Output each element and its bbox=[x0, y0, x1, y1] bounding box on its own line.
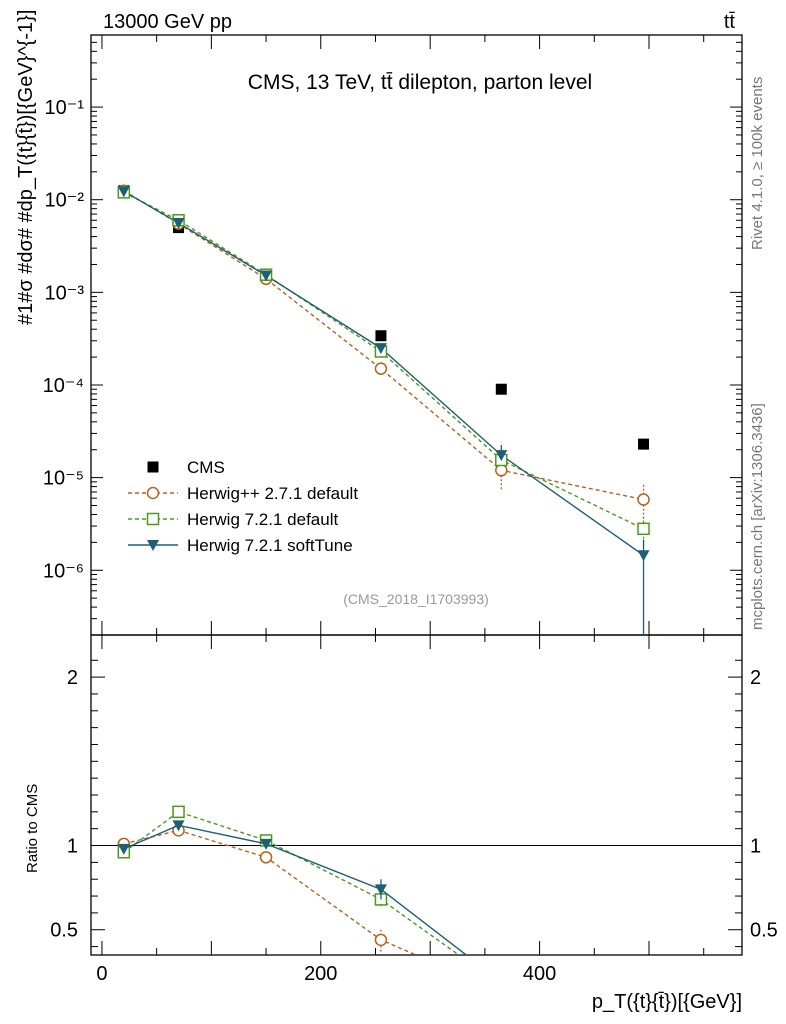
data-point bbox=[374, 343, 387, 355]
ratio-x-tick-label: 200 bbox=[304, 963, 337, 985]
ratio-point bbox=[496, 987, 507, 998]
ratio-line-Herwig 7.2.1 default bbox=[123, 811, 461, 955]
main-y-tick-label: 10⁻⁶ bbox=[43, 560, 84, 582]
series-line-Herwig 7.2.1 default bbox=[123, 191, 644, 530]
main-y-tick-label: 10⁻⁵ bbox=[43, 468, 84, 490]
rivet-version-label: Rivet 4.1.0, ≥ 100k events bbox=[749, 77, 766, 250]
plot-title: CMS, 13 TeV, tt̄ dilepton, parton level bbox=[248, 71, 592, 94]
ratio-point bbox=[172, 805, 185, 819]
x-axis-label: p_T({t}{t̄})[{GeV}] bbox=[592, 991, 742, 1013]
ratio-point bbox=[259, 851, 273, 864]
ratio-y-tick-label-left: 2 bbox=[67, 667, 78, 689]
data-point bbox=[495, 450, 508, 462]
header-final-state-label: tt̄ bbox=[724, 11, 736, 33]
ratio-series-group bbox=[117, 805, 649, 998]
data-point bbox=[172, 218, 185, 230]
ratio-y-tick-label-left: 1 bbox=[67, 836, 78, 858]
ratio-point bbox=[496, 980, 507, 991]
main-series-group bbox=[117, 184, 650, 635]
ratio-y-tick-label-right: 2 bbox=[750, 667, 761, 689]
data-point bbox=[638, 438, 650, 450]
ratio-point bbox=[374, 933, 388, 947]
legend-marker bbox=[147, 540, 159, 551]
main-axis-ticks: 10⁻¹ 10⁻² 10⁻³ 10⁻⁴ 10⁻⁵ 10⁻⁶ bbox=[43, 35, 742, 636]
ratio-point bbox=[374, 884, 387, 896]
ratio-point bbox=[260, 838, 273, 850]
series-line-Herwig++ 2.7.1 default bbox=[123, 190, 644, 501]
main-y-tick-label: 10⁻³ bbox=[45, 282, 85, 304]
data-point bbox=[374, 362, 388, 375]
ratio-y-axis-label: Ratio to CMS bbox=[24, 784, 41, 873]
analysis-watermark: (CMS_2018_I1703993) bbox=[343, 591, 489, 607]
data-point bbox=[637, 522, 650, 536]
ratio-x-tick-label: 400 bbox=[523, 963, 556, 985]
main-y-tick-label: 10⁻⁴ bbox=[43, 375, 84, 397]
ratio-y-tick-label-right: 1 bbox=[750, 836, 761, 858]
mcplots-label: mcplots.cern.ch [arXiv:1306.3436] bbox=[749, 403, 766, 630]
main-y-tick-label: 10⁻² bbox=[45, 190, 85, 212]
ratio-line-Herwig 7.2.1 softTune bbox=[123, 824, 468, 955]
ratio-axis-ticks: 0 200 400 0.5 0.5 1 1 2 2 bbox=[50, 635, 778, 985]
series-line-Herwig 7.2.1 softTune bbox=[123, 190, 644, 556]
data-point bbox=[495, 464, 508, 477]
main-y-axis-label: #1#σ #dσ# #dp_T({t}{t̄})[{GeV}^{-1}] bbox=[15, 10, 37, 325]
legend-label: Herwig++ 2.7.1 default bbox=[187, 484, 358, 503]
ratio-line-Herwig++ 2.7.1 default bbox=[123, 829, 418, 955]
legend: CMS Herwig++ 2.7.1 default Herwig 7.2.1 de… bbox=[128, 458, 358, 555]
data-point bbox=[117, 186, 130, 198]
ratio-x-tick-label: 0 bbox=[96, 963, 107, 985]
legend-marker bbox=[147, 461, 159, 473]
ratio-y-tick-label-left: 0.5 bbox=[50, 920, 78, 942]
data-point bbox=[637, 493, 650, 506]
data-point bbox=[260, 270, 273, 282]
legend-marker bbox=[146, 512, 160, 526]
ratio-y-tick-label-right: 0.5 bbox=[750, 920, 778, 942]
legend-label: Herwig 7.2.1 default bbox=[187, 510, 338, 529]
ratio-point bbox=[495, 977, 507, 988]
data-point bbox=[637, 550, 650, 562]
ratio-point bbox=[172, 820, 185, 832]
main-y-tick-label: 10⁻¹ bbox=[45, 97, 85, 119]
ratio-point bbox=[117, 843, 130, 855]
legend-label: CMS bbox=[187, 458, 225, 477]
data-point bbox=[495, 383, 507, 395]
legend-label: Herwig 7.2.1 softTune bbox=[187, 536, 353, 555]
ratio-point bbox=[638, 966, 649, 977]
data-point bbox=[375, 330, 387, 342]
ratio-plot-frame bbox=[90, 634, 743, 956]
legend-marker bbox=[146, 486, 160, 500]
header-process-label: 13000 GeV pp bbox=[103, 11, 232, 33]
